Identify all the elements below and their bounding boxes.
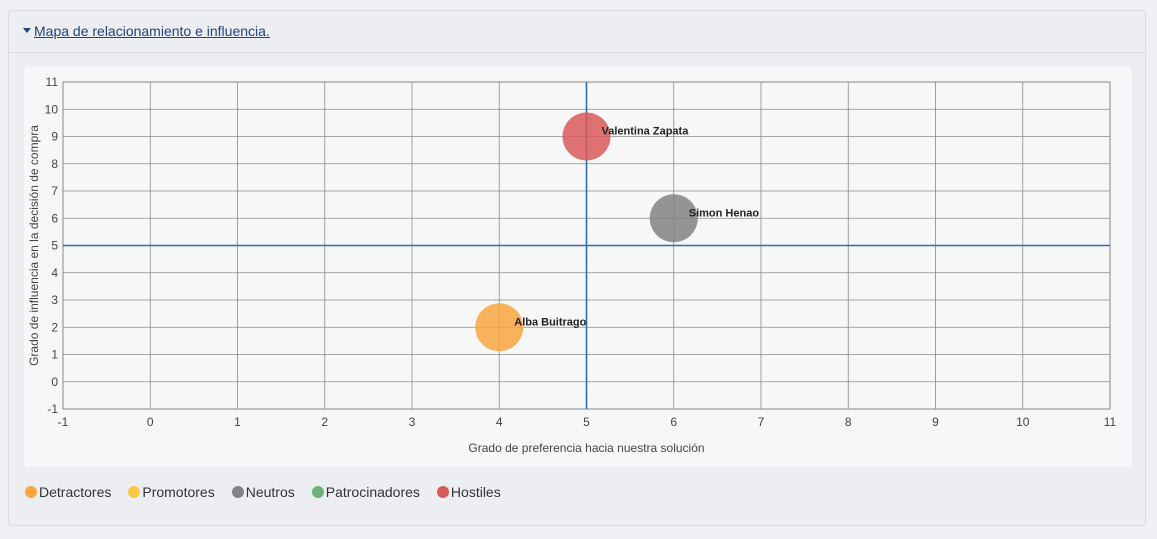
- data-point-label: Alba Buitrago: [514, 316, 586, 328]
- x-tick-label: 10: [1016, 415, 1030, 429]
- chart-legend: Detractores Promotores Neutros Patrocinador…: [25, 484, 518, 500]
- panel-title: Mapa de relacionamiento e influencia.: [34, 23, 270, 39]
- legend-label: Neutros: [245, 484, 295, 500]
- x-tick-label: 2: [321, 415, 328, 429]
- x-axis-title: Grado de preferencia hacia nuestra soluc…: [468, 441, 704, 455]
- y-tick-label: 4: [51, 266, 58, 280]
- y-tick-label: 7: [51, 184, 58, 198]
- relationship-map-panel: Mapa de relacionamiento e influencia. -1…: [8, 10, 1146, 526]
- legend-item[interactable]: Neutros: [231, 484, 295, 500]
- legend-item[interactable]: Patrocinadores: [311, 484, 420, 500]
- y-tick-label: 8: [51, 157, 58, 171]
- x-tick-label: 7: [758, 415, 765, 429]
- legend-item[interactable]: Detractores: [25, 484, 111, 500]
- y-tick-label: 5: [51, 239, 58, 253]
- y-tick-label: 0: [51, 375, 58, 389]
- x-tick-label: 8: [845, 415, 852, 429]
- legend-label: Patrocinadores: [325, 484, 420, 500]
- chart-card: -1 0 1 2 3 4 5 6 7 8 9 10 11 -1 0 1 2 3 4 5 6 7 8 9 10 11 Grado de…: [24, 67, 1132, 467]
- panel-header: Mapa de relacionamiento e influencia.: [9, 11, 1145, 53]
- x-tick-label: 4: [496, 415, 503, 429]
- y-tick-label: 11: [46, 75, 59, 89]
- y-tick-label: -1: [47, 402, 58, 416]
- x-tick-label: 9: [932, 415, 939, 429]
- influence-chart: -1 0 1 2 3 4 5 6 7 8 9 10 11 -1 0 1 2 3 4 5 6 7 8 9 10 11 Grado de…: [27, 75, 1117, 455]
- x-tick-label: 0: [147, 415, 154, 429]
- legend-dot-icon: [25, 486, 37, 498]
- x-tick-label: 11: [1104, 415, 1117, 429]
- y-tick-label: 10: [45, 102, 59, 116]
- y-tick-label: 6: [51, 211, 58, 225]
- legend-label: Promotores: [142, 484, 215, 500]
- legend-label: Hostiles: [450, 484, 501, 500]
- y-axis-title: Grado de influencia en la decisión de co…: [27, 125, 41, 366]
- y-tick-label: 2: [51, 320, 58, 334]
- x-tick-label: 5: [583, 415, 590, 429]
- y-tick-label: 9: [51, 130, 58, 144]
- data-point: [475, 303, 524, 352]
- panel-toggle-link[interactable]: Mapa de relacionamiento e influencia.: [23, 23, 270, 39]
- data-point-label: Simon Henao: [689, 207, 760, 219]
- legend-dot-icon: [311, 486, 324, 498]
- legend-dot-icon: [436, 486, 449, 498]
- legend-dot-icon: [128, 486, 141, 498]
- data-point-label: Valentina Zapata: [602, 126, 690, 138]
- caret-down-icon: [23, 27, 31, 33]
- legend-item[interactable]: Promotores: [128, 484, 215, 500]
- y-tick-label: 1: [51, 348, 58, 362]
- x-tick-label: 1: [234, 415, 241, 429]
- data-point: [649, 194, 698, 243]
- x-tick-label: 3: [409, 415, 416, 429]
- y-tick-label: 3: [51, 293, 58, 307]
- x-tick-label: -1: [58, 415, 69, 429]
- legend-dot-icon: [231, 486, 244, 498]
- data-point: [562, 112, 611, 161]
- legend-item[interactable]: Hostiles: [436, 484, 501, 500]
- legend-label: Detractores: [39, 484, 112, 500]
- x-tick-label: 6: [670, 415, 677, 429]
